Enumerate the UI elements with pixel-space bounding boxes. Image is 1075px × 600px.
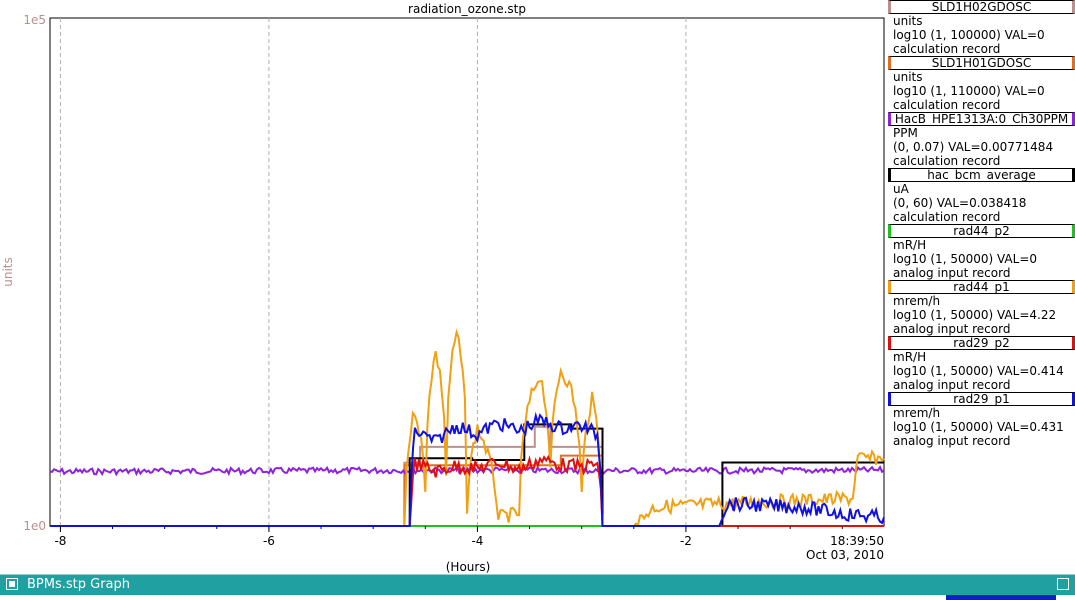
maximize-icon[interactable] bbox=[1057, 578, 1069, 590]
legend-entry-hac-bcm-average[interactable]: hac_bcm_average uA (0, 60) VAL=0.038418 cal… bbox=[888, 168, 1075, 224]
legend-series-range: log10 (1, 50000) VAL=0 bbox=[893, 252, 1038, 266]
legend-series-name[interactable]: rad44_p1 bbox=[888, 280, 1075, 294]
x-tick-label: -8 bbox=[54, 534, 66, 548]
legend-series-unit: uA bbox=[893, 182, 909, 196]
legend-series-name[interactable]: rad29_p2 bbox=[888, 336, 1075, 350]
legend-series-record: calculation record bbox=[893, 98, 1001, 112]
legend-series-range: (0, 60) VAL=0.038418 bbox=[893, 196, 1027, 210]
y-axis-label: units bbox=[1, 257, 15, 287]
legend-entry-rad29-p2[interactable]: rad29_p2 mR/H log10 (1, 50000) VAL=0.414 an… bbox=[888, 336, 1075, 392]
legend-series-unit: mR/H bbox=[893, 350, 927, 364]
y-tick-label-top: 1e5 bbox=[23, 13, 46, 27]
legend-entry-sld1h01gdosc[interactable]: SLD1H01GDOSC units log10 (1, 110000) VAL=0… bbox=[888, 56, 1075, 112]
window-title-bar[interactable]: BPMs.stp Graph bbox=[0, 574, 1075, 595]
legend-entry-hacb-hpe1313a-0-ch30ppm[interactable]: HacB_HPE1313A:0_Ch30PPM PPM (0, 0.07) VAL=… bbox=[888, 112, 1075, 168]
series-group bbox=[49, 328, 885, 527]
legend-series-name[interactable]: rad29_p1 bbox=[888, 392, 1075, 406]
series-line-rad29-p1 bbox=[50, 411, 885, 527]
legend-entry-rad44-p1[interactable]: rad44_p1 mrem/h log10 (1, 50000) VAL=4.22 a… bbox=[888, 280, 1075, 336]
legend-series-unit: mrem/h bbox=[893, 294, 941, 308]
legend-series-record: calculation record bbox=[893, 210, 1001, 224]
legend-series-record: analog input record bbox=[893, 434, 1011, 448]
grid bbox=[59, 18, 687, 526]
y-tick-label-bottom: 1e0 bbox=[23, 519, 46, 533]
x-axis-label: (Hours) bbox=[446, 560, 491, 574]
legend-series-name[interactable]: hac_bcm_average bbox=[888, 168, 1075, 182]
legend-series-range: (0, 0.07) VAL=0.00771484 bbox=[893, 140, 1054, 154]
chart-title: radiation_ozone.stp bbox=[408, 2, 526, 16]
end-time-label: 18:39:50 bbox=[830, 534, 884, 548]
legend-series-unit: mrem/h bbox=[893, 406, 941, 420]
x-tick-label: -6 bbox=[263, 534, 275, 548]
legend-series-record: calculation record bbox=[893, 42, 1001, 56]
legend-series-name[interactable]: rad44_p2 bbox=[888, 224, 1075, 238]
taskbar-item[interactable] bbox=[946, 595, 1056, 600]
legend: SLD1H02GDOSC units log10 (1, 100000) VAL=0… bbox=[888, 0, 1075, 448]
legend-series-record: analog input record bbox=[893, 378, 1011, 392]
legend-series-unit: mR/H bbox=[893, 238, 927, 252]
legend-entry-sld1h02gdosc[interactable]: SLD1H02GDOSC units log10 (1, 100000) VAL=0… bbox=[888, 0, 1075, 56]
legend-series-unit: units bbox=[893, 70, 923, 84]
legend-series-range: log10 (1, 50000) VAL=0.414 bbox=[893, 364, 1064, 378]
legend-series-range: log10 (1, 100000) VAL=0 bbox=[893, 28, 1045, 42]
legend-series-range: log10 (1, 50000) VAL=0.431 bbox=[893, 420, 1064, 434]
legend-entry-rad44-p2[interactable]: rad44_p2 mR/H log10 (1, 50000) VAL=0 analog… bbox=[888, 224, 1075, 280]
legend-series-record: analog input record bbox=[893, 266, 1011, 280]
legend-series-name[interactable]: SLD1H02GDOSC bbox=[888, 0, 1075, 14]
legend-series-name[interactable]: HacB_HPE1313A:0_Ch30PPM bbox=[888, 112, 1075, 126]
legend-series-range: log10 (1, 50000) VAL=4.22 bbox=[893, 308, 1057, 322]
desktop-strip bbox=[0, 595, 1075, 600]
legend-series-unit: PPM bbox=[893, 126, 918, 140]
x-tick-label: -4 bbox=[471, 534, 483, 548]
end-date-label: Oct 03, 2010 bbox=[806, 548, 884, 562]
legend-entry-rad29-p1[interactable]: rad29_p1 mrem/h log10 (1, 50000) VAL=0.431… bbox=[888, 392, 1075, 448]
series-line-hacb-hpe1313a-0-ch30ppm bbox=[49, 465, 885, 477]
plot-frame bbox=[49, 17, 885, 527]
window-menu-icon[interactable] bbox=[6, 578, 18, 590]
legend-series-name[interactable]: SLD1H01GDOSC bbox=[888, 56, 1075, 70]
legend-series-record: calculation record bbox=[893, 154, 1001, 168]
window-title: BPMs.stp Graph bbox=[27, 577, 131, 592]
chart-area: -8 -6 -4 -2 radiation_ozone.stp 1e5 1e0 uni… bbox=[1, 2, 885, 574]
legend-series-range: log10 (1, 110000) VAL=0 bbox=[893, 84, 1045, 98]
legend-series-record: analog input record bbox=[893, 322, 1011, 336]
x-tick-label: -2 bbox=[680, 534, 692, 548]
legend-series-unit: units bbox=[893, 14, 923, 28]
x-ticks[interactable]: -8 -6 -4 -2 bbox=[54, 526, 843, 548]
